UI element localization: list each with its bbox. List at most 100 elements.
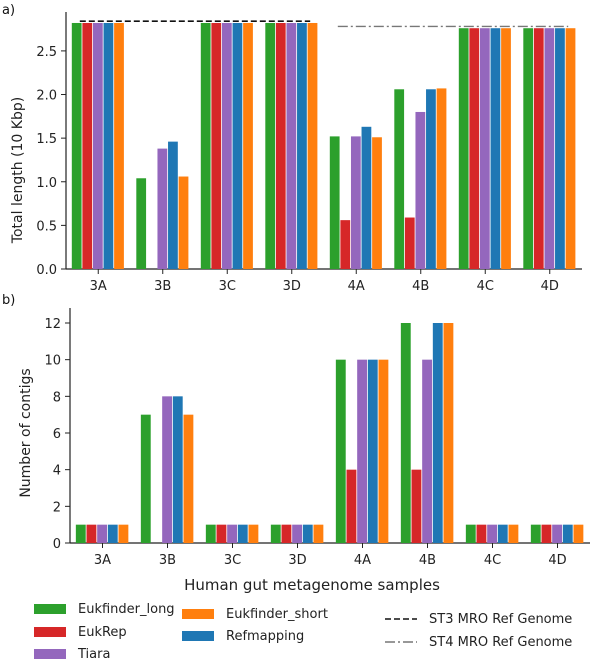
bar-eukrep-3c [216, 524, 227, 543]
bar-eukrep-4d [533, 28, 544, 270]
y-tick-label: 2 [53, 500, 61, 515]
bar-tiara-3d [286, 22, 297, 270]
bar-refmapping-4c [497, 524, 508, 543]
panel-a-ylabel: Total length (10 Kbp) [10, 97, 26, 244]
bar-refmapping-3c [232, 22, 243, 270]
x-tick-label: 4B [419, 553, 436, 568]
bar-refmapping-4a [361, 126, 372, 269]
bar-eukrep-4b [411, 469, 422, 543]
x-tick-label: 3C [219, 279, 236, 294]
bar-refmapping-4b [426, 89, 436, 269]
legend: Eukfinder_long EukRep Tiara Eukfinder_short… [34, 602, 572, 662]
y-tick-label: 2.5 [36, 45, 57, 60]
legend-swatch-eukfinder_short [182, 609, 214, 619]
bar-refmapping-4d [562, 524, 573, 543]
x-tick-label: 4D [541, 279, 559, 294]
legend-label: Eukfinder_short [226, 607, 328, 622]
bar-eukfinder_short-4d [565, 28, 576, 270]
bar-eukrep-4a [346, 469, 357, 543]
bar-eukfinder_long-4d [523, 28, 534, 270]
x-tick-label: 4D [548, 553, 566, 568]
bar-refmapping-4a [367, 359, 378, 543]
bar-eukfinder_short-4a [378, 359, 389, 543]
legend-swatch-eukrep [34, 627, 66, 637]
legend-label: ST4 MRO Ref Genome [429, 635, 572, 650]
bar-tiara-3a [97, 524, 108, 543]
x-tick-label: 4A [354, 553, 371, 568]
bar-refmapping-3d [302, 524, 313, 543]
bar-eukfinder_short-3b [178, 176, 189, 269]
bar-tiara-4d [544, 28, 555, 270]
panel-a-chart: 0.0 0.5 1.0 1.5 2.0 2.5 3A 3B 3C 3D 4A 4B 4C 4D [36, 12, 582, 294]
bar-eukrep-3d [281, 524, 292, 543]
x-tick-label: 3D [283, 279, 301, 294]
bar-refmapping-3c [237, 524, 248, 543]
bar-eukfinder_long-3c [205, 524, 216, 543]
y-tick-label: 8 [53, 390, 61, 405]
y-tick-label: 1.0 [36, 176, 57, 191]
bar-refmapping-4b [432, 323, 443, 543]
bar-eukfinder_short-3b [183, 414, 194, 543]
panel-b-ylabel: Number of contigs [18, 368, 34, 497]
y-tick-label: 0 [53, 537, 61, 552]
bar-tiara-3b [162, 396, 173, 543]
legend-label: Eukfinder_long [78, 602, 175, 617]
bar-eukfinder_long-4c [458, 28, 469, 270]
bar-eukfinder_short-3a [114, 22, 124, 270]
panel-b-xlabel: Human gut metagenome samples [184, 576, 440, 594]
x-tick-label: 3B [159, 553, 176, 568]
bar-refmapping-4c [490, 28, 501, 270]
bar-eukrep-4c [469, 28, 480, 270]
bar-eukrep-4c [476, 524, 487, 543]
bar-eukrep-3a [86, 524, 97, 543]
bar-eukfinder_short-3d [307, 22, 318, 270]
x-tick-label: 4A [348, 279, 365, 294]
bar-eukfinder_long-3d [265, 22, 276, 270]
bar-eukfinder_long-4a [335, 359, 346, 543]
bar-tiara-4c [479, 28, 490, 270]
y-tick-label: 10 [44, 354, 61, 369]
bar-refmapping-3b [172, 396, 183, 543]
bar-eukfinder_long-4b [394, 89, 405, 269]
bar-tiara-4b [415, 111, 426, 269]
legend-swatch-tiara [34, 649, 66, 659]
bar-eukfinder_short-3d [313, 524, 324, 543]
bar-refmapping-3a [103, 22, 114, 270]
bar-eukrep-4a [340, 220, 351, 269]
bar-tiara-3c [221, 22, 232, 270]
bar-eukfinder_long-3c [200, 22, 211, 270]
bar-eukfinder_long-3b [140, 414, 151, 543]
panel-b-chart: 0 2 4 6 8 10 12 3A 3B 3C 3D 4A 4B 4C 4D [44, 308, 590, 568]
x-tick-label: 3A [94, 553, 111, 568]
bar-eukfinder_short-4a [372, 137, 382, 269]
x-tick-label: 3C [224, 553, 241, 568]
bar-eukfinder_short-4b [443, 323, 454, 543]
bar-eukfinder_long-3d [270, 524, 281, 543]
bar-tiara-4d [552, 524, 563, 543]
bar-eukrep-4b [404, 217, 415, 269]
bar-eukfinder_long-4d [530, 524, 541, 543]
x-tick-label: 4B [412, 279, 429, 294]
bar-eukrep-3d [275, 22, 286, 270]
bar-eukfinder_long-4b [400, 323, 411, 543]
y-tick-label: 0.5 [36, 219, 57, 234]
bar-tiara-3b [157, 148, 168, 269]
x-tick-label: 4C [477, 279, 494, 294]
bar-tiara-3d [292, 524, 303, 543]
bar-tiara-4c [487, 524, 498, 543]
x-tick-label: 3A [90, 279, 107, 294]
bar-tiara-4b [422, 359, 433, 543]
legend-label: Refmapping [226, 629, 304, 644]
legend-swatch-refmapping [182, 631, 214, 641]
bar-eukrep-3c [211, 22, 222, 270]
bar-eukfinder_long-3a [75, 524, 86, 543]
bar-tiara-4a [357, 359, 368, 543]
bar-eukfinder_short-4d [573, 524, 584, 543]
y-tick-label: 2.0 [36, 89, 57, 104]
bar-tiara-3a [92, 22, 103, 270]
bar-eukfinder_long-4a [329, 136, 340, 269]
y-tick-label: 1.5 [36, 132, 57, 147]
bar-eukfinder_long-3b [136, 178, 147, 269]
panel-a-label: a) [2, 3, 15, 18]
